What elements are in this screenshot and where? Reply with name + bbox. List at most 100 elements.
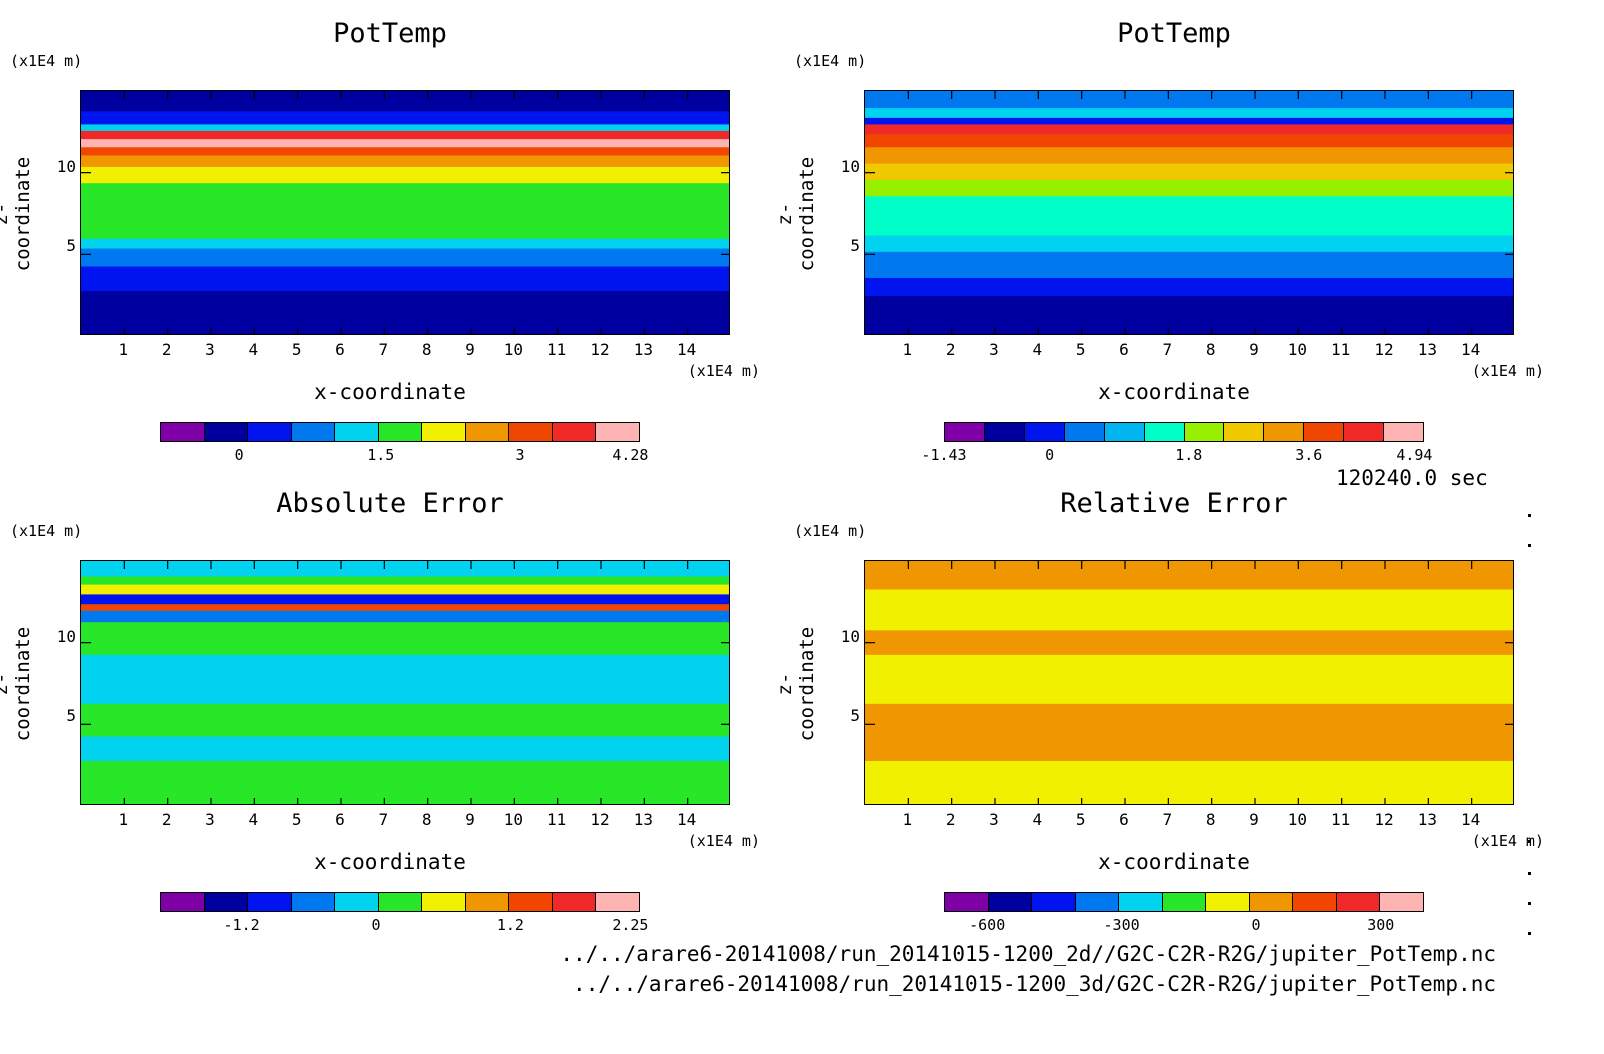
panel-title: PotTemp xyxy=(1117,18,1231,49)
x-tick-label: 4 xyxy=(248,810,259,829)
x-tick-label: 7 xyxy=(378,340,389,359)
y-tick: 5 xyxy=(850,706,860,725)
x-unit-label: (x1E4 m) xyxy=(687,362,760,380)
x-tick-label: 5 xyxy=(291,340,302,359)
x-tick-label: 4 xyxy=(1032,340,1043,359)
x-tick-label: 4 xyxy=(1032,810,1043,829)
colorbar-tick-label: 3.6 xyxy=(1295,446,1323,464)
colorbar-swatch xyxy=(1249,893,1294,911)
marker-dot xyxy=(1528,840,1531,843)
colorbar-swatch xyxy=(161,893,205,911)
x-tick-label: 12 xyxy=(1374,340,1394,359)
contour-band-edge xyxy=(865,754,1513,804)
x-tick-label: 13 xyxy=(633,340,653,359)
x-tick-label: 9 xyxy=(465,810,475,829)
x-tick-label: 12 xyxy=(590,810,610,829)
colorbar-swatch xyxy=(1380,893,1424,911)
colorbar-swatch xyxy=(1075,893,1120,911)
x-tick-label: 2 xyxy=(945,340,956,359)
x-tick-label: 6 xyxy=(335,810,345,829)
x-tick-label: 3 xyxy=(205,810,215,829)
colorbar-swatch xyxy=(335,893,379,911)
colorbar-swatch xyxy=(465,893,510,911)
panel-title: PotTemp xyxy=(333,18,447,49)
panel-relative-error: Relative Error (x1E4 m) z-coordinate 5 1… xyxy=(774,470,1564,950)
contour-band-edge xyxy=(865,561,1513,586)
x-tick-label: 13 xyxy=(1417,810,1437,829)
x-tick-label: 5 xyxy=(291,810,302,829)
contour-svg xyxy=(865,561,1513,804)
contour-svg xyxy=(81,561,729,804)
colorbar-swatch xyxy=(1162,893,1207,911)
colorbar-swatch xyxy=(291,893,336,911)
panel-pottemp-2d: PotTemp (x1E4 m) z-coordinate 5 10 (x1E4… xyxy=(0,0,780,480)
colorbar-swatch xyxy=(509,893,553,911)
contour-plot xyxy=(80,560,730,805)
x-tick-label: 11 xyxy=(547,340,567,359)
contour-band-edge xyxy=(81,615,729,651)
contour-band-edge xyxy=(81,284,729,334)
colorbar-swatch xyxy=(378,893,423,911)
x-tick-label: 6 xyxy=(1119,810,1129,829)
colorbar-swatch xyxy=(1336,893,1381,911)
file-path-2d: ../../arare6-20141008/run_20141015-1200_… xyxy=(560,942,1496,966)
time-label: 120240.0 sec xyxy=(1336,466,1488,490)
colorbar-tick-label: 4.94 xyxy=(1396,446,1433,464)
colorbar-swatch xyxy=(1224,423,1265,441)
x-tick-label: 7 xyxy=(378,810,389,829)
y-axis-label: z-coordinate xyxy=(0,156,34,272)
contour-band-edge xyxy=(81,697,729,733)
contour-band-edge xyxy=(81,754,729,804)
colorbar-swatch xyxy=(204,893,249,911)
colorbar-tick-label: -300 xyxy=(1103,916,1140,934)
colorbar-tick-label: 3 xyxy=(515,446,525,464)
x-tick-label: 14 xyxy=(677,810,697,829)
x-tick-label: 2 xyxy=(161,810,172,829)
colorbar-swatch xyxy=(248,423,292,441)
colorbar-tick-label: -1.2 xyxy=(223,916,260,934)
contour-band-edge xyxy=(81,648,729,700)
x-axis-label: x-coordinate xyxy=(314,850,466,874)
y-tick: 10 xyxy=(840,157,860,176)
y-unit-label: (x1E4 m) xyxy=(10,522,83,540)
contour-band-edge xyxy=(865,245,1513,274)
x-tick-label: 3 xyxy=(989,810,999,829)
panel-title: Absolute Error xyxy=(276,488,504,519)
colorbar-tick-label: -1.43 xyxy=(921,446,967,464)
colorbar-swatch xyxy=(945,423,985,441)
contour-plot xyxy=(864,90,1514,335)
y-tick: 5 xyxy=(66,706,76,725)
contour-band-edge xyxy=(865,288,1513,334)
colorbar-swatch xyxy=(1384,423,1424,441)
colorbar-swatch xyxy=(248,893,292,911)
contour-svg xyxy=(865,91,1513,334)
colorbar-swatch xyxy=(1064,423,1105,441)
colorbar-swatch xyxy=(378,423,423,441)
contour-svg xyxy=(81,91,729,334)
x-tick-label: 8 xyxy=(421,340,432,359)
y-tick: 5 xyxy=(66,236,76,255)
colorbar-swatch xyxy=(1293,893,1337,911)
colorbar xyxy=(160,892,640,912)
x-axis-label: x-coordinate xyxy=(1098,380,1250,404)
x-tick-label: 8 xyxy=(1205,340,1216,359)
colorbar-swatch xyxy=(596,423,640,441)
contour-band-edge xyxy=(865,623,1513,651)
contour-band-edge xyxy=(865,648,1513,700)
panel-title: Relative Error xyxy=(1060,488,1288,519)
x-tick-label: 9 xyxy=(1249,810,1259,829)
colorbar-swatch xyxy=(1144,423,1185,441)
contour-band-edge xyxy=(865,189,1513,232)
colorbar-swatch xyxy=(1304,423,1345,441)
x-tick-label: 9 xyxy=(1249,340,1259,359)
y-tick: 10 xyxy=(840,627,860,646)
x-tick-label: 3 xyxy=(205,340,215,359)
x-tick-label: 4 xyxy=(248,340,259,359)
contour-plot xyxy=(864,560,1514,805)
y-tick: 10 xyxy=(56,157,76,176)
colorbar-tick-label: 1.8 xyxy=(1175,446,1203,464)
colorbar-swatch xyxy=(1184,423,1225,441)
colorbar-tick-label: 0 xyxy=(1251,916,1261,934)
x-tick-label: 9 xyxy=(465,340,475,359)
colorbar xyxy=(944,422,1424,442)
